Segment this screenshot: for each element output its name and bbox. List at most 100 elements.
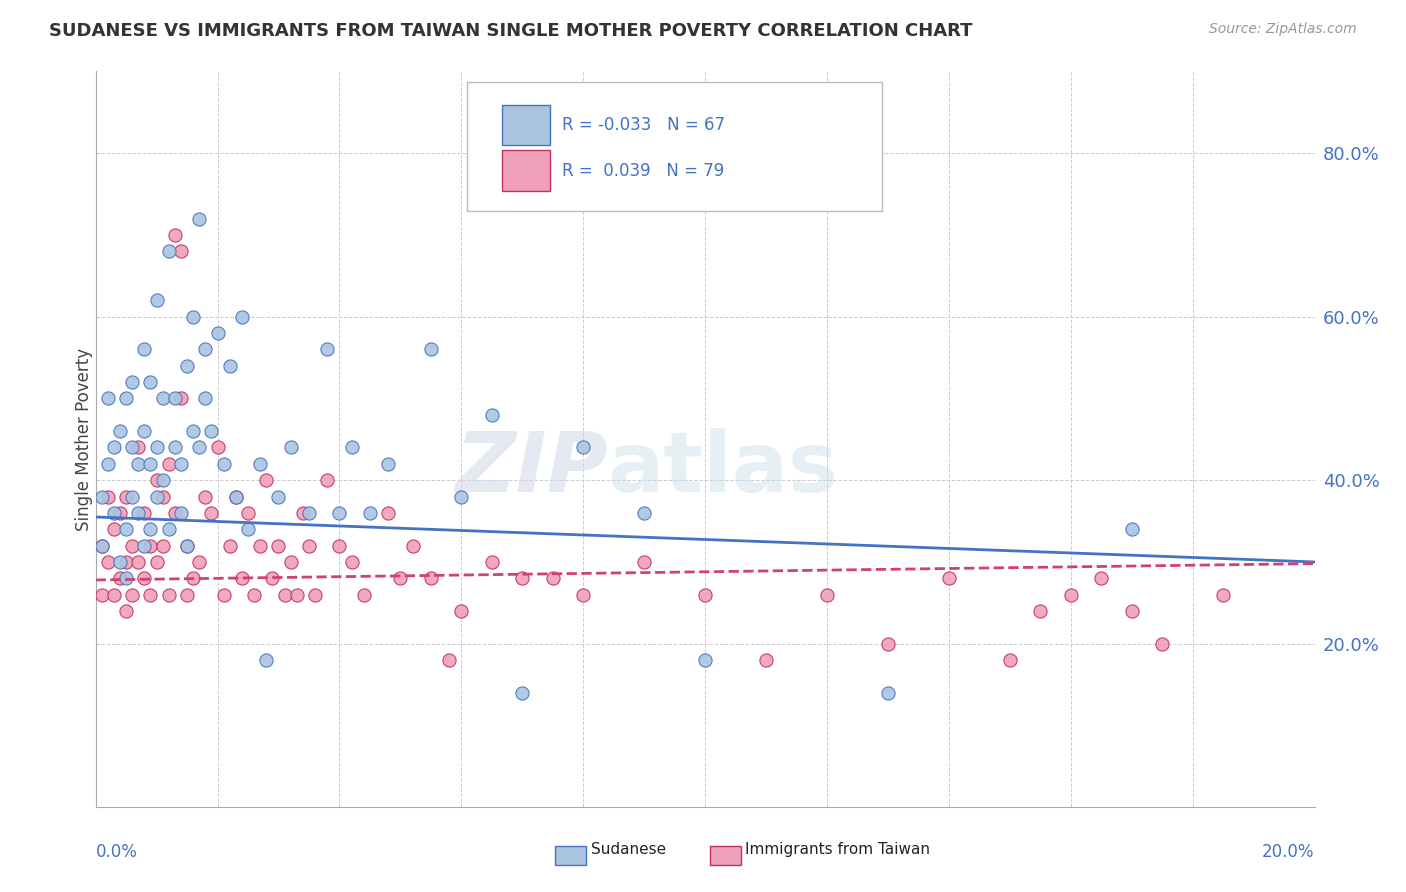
Point [249, 539, 271, 553]
Point [103, 588, 125, 602]
Text: 0.0%: 0.0% [96, 843, 138, 861]
Text: Sudanese: Sudanese [591, 842, 665, 856]
Point [212, 588, 235, 602]
Point [115, 392, 138, 406]
Point [340, 441, 363, 455]
Point [450, 490, 472, 504]
Point [280, 441, 302, 455]
FancyBboxPatch shape [467, 82, 882, 211]
Point [152, 392, 174, 406]
Point [152, 473, 174, 487]
Point [90, 490, 112, 504]
FancyBboxPatch shape [502, 105, 550, 145]
Point [243, 588, 266, 602]
Point [194, 392, 217, 406]
Point [633, 555, 655, 569]
Point [115, 555, 138, 569]
Point [152, 490, 174, 504]
Point [139, 522, 162, 536]
Point [231, 571, 253, 585]
Point [134, 343, 156, 357]
Point [225, 490, 247, 504]
Point [225, 490, 247, 504]
Point [1152, 637, 1174, 651]
Point [316, 343, 339, 357]
Point [298, 539, 321, 553]
Point [139, 457, 162, 471]
Point [134, 424, 156, 438]
Point [90, 588, 112, 602]
Point [97, 457, 120, 471]
Point [340, 555, 363, 569]
Point [218, 359, 240, 373]
Point [134, 506, 156, 520]
Text: atlas: atlas [607, 428, 838, 509]
Text: Source: ZipAtlas.com: Source: ZipAtlas.com [1209, 22, 1357, 37]
Point [200, 424, 222, 438]
Point [127, 441, 149, 455]
Point [236, 506, 259, 520]
FancyBboxPatch shape [502, 151, 550, 191]
Point [419, 571, 441, 585]
Point [359, 506, 381, 520]
Point [115, 604, 138, 618]
Point [108, 555, 131, 569]
Point [188, 211, 211, 226]
Point [481, 555, 503, 569]
Text: R = -0.033   N = 67: R = -0.033 N = 67 [562, 116, 725, 134]
Point [377, 506, 399, 520]
Point [181, 571, 204, 585]
Point [176, 359, 198, 373]
Point [267, 539, 290, 553]
Point [163, 392, 186, 406]
Point [176, 539, 198, 553]
Point [121, 375, 143, 389]
Point [212, 457, 235, 471]
Point [328, 506, 350, 520]
Point [207, 441, 229, 455]
Point [1212, 588, 1234, 602]
Point [377, 457, 399, 471]
Point [90, 539, 112, 553]
Point [389, 571, 412, 585]
Point [353, 588, 375, 602]
Point [170, 457, 193, 471]
Point [121, 539, 143, 553]
Point [273, 588, 295, 602]
Point [419, 343, 441, 357]
Point [170, 506, 193, 520]
Point [139, 539, 162, 553]
Text: R =  0.039   N = 79: R = 0.039 N = 79 [562, 161, 724, 179]
Point [633, 506, 655, 520]
Point [249, 457, 271, 471]
Point [572, 441, 595, 455]
Point [877, 637, 900, 651]
Point [510, 571, 533, 585]
Point [262, 571, 284, 585]
Point [188, 441, 211, 455]
Point [1090, 571, 1112, 585]
Point [181, 424, 204, 438]
Point [316, 473, 339, 487]
Point [134, 571, 156, 585]
Point [127, 457, 149, 471]
Point [541, 571, 564, 585]
Point [163, 506, 186, 520]
Point [998, 653, 1021, 667]
Point [267, 490, 290, 504]
Point [254, 653, 277, 667]
Point [200, 506, 222, 520]
Point [145, 555, 167, 569]
Point [481, 408, 503, 422]
Point [938, 571, 960, 585]
Point [695, 653, 717, 667]
Point [176, 539, 198, 553]
Point [108, 571, 131, 585]
Point [103, 441, 125, 455]
Point [157, 522, 180, 536]
Point [1121, 604, 1143, 618]
Point [108, 506, 131, 520]
Point [298, 506, 321, 520]
Point [450, 604, 472, 618]
Point [1121, 522, 1143, 536]
